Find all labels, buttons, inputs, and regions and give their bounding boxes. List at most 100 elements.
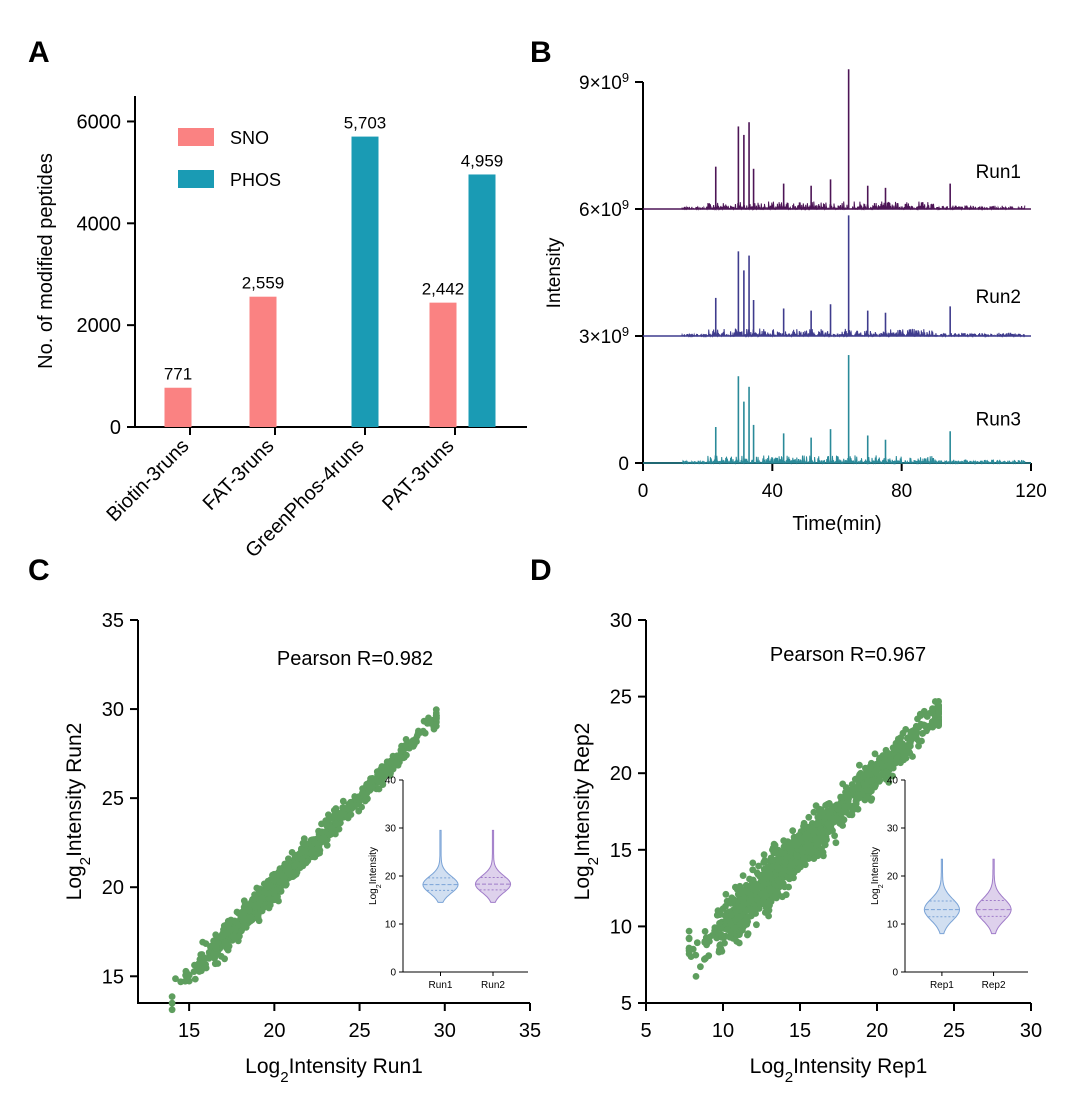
x-axis-title: Log2Intensity Rep1 (750, 1055, 928, 1086)
scatter-point (902, 726, 910, 733)
scatter-point (716, 942, 724, 949)
scatter-point (252, 894, 259, 902)
inset-y-axis-title-subscript: 2 (374, 884, 383, 888)
scatter-point (293, 860, 300, 868)
y-tick-label: 2000 (77, 315, 122, 337)
bar-sno (164, 387, 192, 427)
scatter-point (868, 795, 876, 803)
scatter-point (774, 850, 782, 858)
scatter-point (774, 876, 782, 884)
scatter-point (728, 911, 735, 919)
y-axis-title: No. of modified peptides (35, 153, 57, 369)
scatter-point (391, 762, 399, 769)
x-axis-title: Time(min) (792, 513, 881, 535)
scatter-point (826, 809, 834, 816)
inset-y-tick-label: 0 (892, 968, 898, 979)
scatter-point (326, 831, 334, 838)
scatter-point (223, 944, 230, 952)
scatter-point (812, 820, 820, 828)
scatter-point (383, 758, 391, 766)
scatter-point (432, 709, 440, 717)
scatter-point (740, 922, 748, 930)
inset-y-tick-label: 30 (385, 824, 397, 835)
x-tick-label: 120 (1015, 481, 1047, 502)
inset-x-tick-label: Run2 (481, 980, 505, 991)
scatter-point (168, 999, 176, 1007)
scatter-point (412, 735, 420, 743)
scatter-point (913, 735, 921, 743)
scatter-point (848, 811, 856, 819)
scatter-point (692, 973, 700, 980)
scatter-point (726, 933, 734, 941)
scatter-point (913, 728, 920, 736)
scatter-point (759, 878, 767, 885)
scatter-point (198, 967, 205, 975)
scatter-point (780, 843, 788, 851)
scatter-point (214, 960, 222, 967)
scatter-point (285, 855, 292, 863)
inset-y-axis-title: Log2Intensity (870, 847, 885, 905)
scatter-point (286, 870, 294, 878)
y-tick-label: 4000 (77, 213, 122, 235)
trace-run2 (681, 328, 1026, 338)
y-tick-label: 5 (621, 993, 632, 1015)
bar-phos (351, 136, 379, 427)
x-axis-title-part: Log (245, 1055, 280, 1078)
scatter-point (810, 827, 818, 834)
scatter-point (272, 886, 280, 894)
scatter-point (685, 935, 693, 943)
scatter-point (810, 808, 818, 816)
x-tick-label: 25 (348, 1020, 370, 1042)
inset-y-tick-label: 0 (390, 968, 396, 979)
scatter-point (402, 736, 410, 743)
panel-label-b: B (530, 36, 552, 69)
y-axis-title-part: Intensity Rep2 (571, 723, 594, 857)
trace-label: Run1 (976, 162, 1021, 183)
scatter-point (848, 781, 856, 788)
inset-y-axis-title: Log2Intensity (368, 847, 383, 905)
scatter-point (768, 855, 775, 862)
x-tick-label: 20 (263, 1020, 285, 1042)
scatter-point (378, 763, 386, 771)
inset-y-axis-title-part: Intensity (368, 847, 379, 884)
x-tick-label: 35 (519, 1020, 541, 1042)
scatter-point (335, 825, 343, 833)
scatter-point (761, 858, 769, 865)
x-tick-label: PAT-3runs (378, 435, 458, 515)
scatter-point (330, 806, 338, 814)
scatter-point (685, 944, 693, 952)
scatter-point (230, 933, 237, 940)
y-axis-title: Intensity (544, 237, 565, 308)
scatter-point (931, 716, 939, 723)
scatter-point (831, 832, 838, 840)
scatter-point (812, 802, 820, 810)
x-tick-label: 20 (866, 1020, 888, 1042)
scatter-point (232, 918, 240, 926)
scatter-point (210, 952, 218, 960)
scatter-point (430, 725, 438, 733)
y-tick-label: 35 (102, 610, 124, 632)
trace-run3 (681, 455, 1026, 465)
scatter-point (810, 855, 818, 862)
scatter-point (789, 827, 797, 835)
inset-y-axis-title-part: Log (368, 888, 379, 905)
scatter-point (840, 816, 848, 824)
scatter-point (841, 803, 848, 811)
scatter-point (887, 756, 894, 764)
scatter-point (316, 846, 324, 854)
scatter-point (766, 887, 774, 894)
scatter-point (751, 884, 759, 891)
scatter-point (212, 944, 220, 952)
scatter-point (246, 917, 254, 925)
scatter-point (237, 927, 245, 935)
scatter-point (892, 746, 899, 754)
scatter-point (935, 698, 942, 705)
scatter-point (190, 968, 198, 975)
scatter-point (711, 927, 718, 935)
panel-a: A 0 2000 4000 6000 No. of modified peptides B… (28, 36, 527, 562)
scatter-point (787, 868, 794, 876)
inset-violin (975, 858, 1012, 935)
y-axis-title-part: Log (571, 865, 594, 900)
y-tick-label-base: 6×10 (579, 200, 622, 221)
